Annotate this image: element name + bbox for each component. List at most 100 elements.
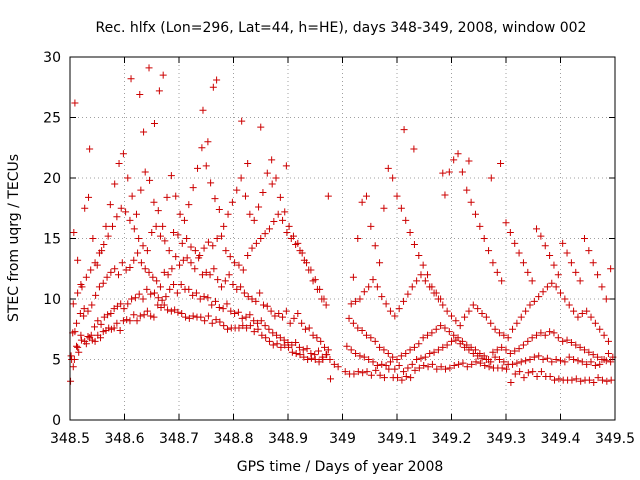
data-point bbox=[589, 351, 597, 359]
data-point bbox=[229, 280, 237, 288]
data-point bbox=[487, 319, 495, 327]
data-point bbox=[515, 345, 523, 353]
data-point bbox=[165, 247, 173, 255]
data-point bbox=[143, 285, 151, 293]
data-point bbox=[268, 180, 276, 188]
data-point bbox=[445, 328, 453, 336]
data-point bbox=[424, 271, 432, 279]
data-point bbox=[220, 322, 228, 330]
data-point bbox=[433, 365, 441, 373]
data-point bbox=[206, 271, 214, 279]
data-point bbox=[509, 360, 517, 368]
data-point bbox=[371, 337, 379, 345]
data-point bbox=[146, 176, 154, 184]
data-point bbox=[289, 232, 297, 240]
data-point bbox=[137, 186, 145, 194]
data-point bbox=[95, 283, 103, 291]
data-point bbox=[384, 164, 392, 172]
data-point bbox=[111, 265, 119, 273]
data-point bbox=[115, 159, 123, 167]
data-point bbox=[167, 172, 175, 180]
data-point bbox=[128, 295, 136, 303]
data-point bbox=[111, 180, 119, 188]
data-point bbox=[380, 204, 388, 212]
data-point bbox=[243, 324, 251, 332]
data-point bbox=[250, 216, 258, 224]
data-point bbox=[376, 259, 384, 267]
data-point bbox=[290, 314, 298, 322]
data-point bbox=[543, 354, 551, 362]
data-point bbox=[415, 364, 423, 372]
data-point bbox=[185, 201, 193, 209]
data-point bbox=[139, 242, 147, 250]
data-point bbox=[81, 337, 89, 345]
data-point bbox=[178, 239, 186, 247]
data-point bbox=[300, 353, 308, 361]
data-point bbox=[410, 145, 418, 153]
data-point bbox=[376, 371, 384, 379]
data-point bbox=[367, 334, 375, 342]
data-point bbox=[145, 64, 153, 72]
data-point bbox=[511, 370, 519, 378]
data-point bbox=[226, 253, 234, 261]
x-tick-label: 349.4 bbox=[540, 431, 580, 447]
data-point bbox=[478, 310, 486, 318]
data-point bbox=[395, 305, 403, 313]
data-point bbox=[164, 306, 172, 314]
data-point bbox=[307, 354, 315, 362]
data-point bbox=[182, 313, 190, 321]
data-point bbox=[511, 347, 519, 355]
data-point bbox=[563, 249, 571, 257]
data-point bbox=[106, 201, 114, 209]
y-tick-label: 5 bbox=[52, 353, 61, 369]
data-point bbox=[238, 314, 246, 322]
data-point bbox=[107, 268, 115, 276]
data-point bbox=[113, 213, 121, 221]
data-point bbox=[286, 319, 294, 327]
data-point bbox=[116, 326, 124, 334]
data-point bbox=[341, 368, 349, 376]
data-point bbox=[152, 222, 160, 230]
data-point bbox=[274, 210, 282, 218]
data-point bbox=[74, 343, 82, 351]
data-point bbox=[567, 259, 575, 267]
data-point bbox=[347, 346, 355, 354]
data-point bbox=[81, 204, 89, 212]
data-point bbox=[469, 349, 477, 357]
data-point bbox=[583, 307, 591, 315]
data-point bbox=[367, 371, 375, 379]
data-point bbox=[317, 337, 325, 345]
data-point bbox=[118, 259, 126, 267]
data-point bbox=[380, 374, 388, 382]
data-point bbox=[437, 363, 445, 371]
data-point bbox=[587, 358, 595, 366]
data-point bbox=[244, 251, 252, 259]
data-point bbox=[548, 358, 556, 366]
data-point bbox=[196, 251, 204, 259]
data-point bbox=[373, 283, 381, 291]
data-point bbox=[227, 307, 235, 315]
data-point bbox=[398, 376, 406, 384]
data-point bbox=[493, 346, 501, 354]
data-point bbox=[378, 360, 386, 368]
data-point bbox=[216, 318, 224, 326]
data-point bbox=[603, 377, 611, 385]
data-point bbox=[557, 357, 564, 365]
data-point bbox=[113, 319, 121, 327]
y-tick-label: 25 bbox=[43, 111, 61, 127]
data-point bbox=[498, 343, 506, 351]
data-point bbox=[454, 334, 462, 342]
data-point bbox=[270, 218, 278, 226]
data-point bbox=[231, 259, 239, 267]
data-point bbox=[432, 289, 440, 297]
data-point bbox=[442, 365, 450, 373]
data-point bbox=[529, 368, 537, 376]
data-point bbox=[253, 319, 261, 327]
data-point bbox=[148, 228, 156, 236]
data-point bbox=[168, 265, 176, 273]
data-point bbox=[292, 349, 300, 357]
data-point bbox=[397, 352, 405, 360]
data-point bbox=[498, 364, 506, 372]
data-point bbox=[127, 75, 135, 83]
data-point bbox=[77, 280, 85, 288]
